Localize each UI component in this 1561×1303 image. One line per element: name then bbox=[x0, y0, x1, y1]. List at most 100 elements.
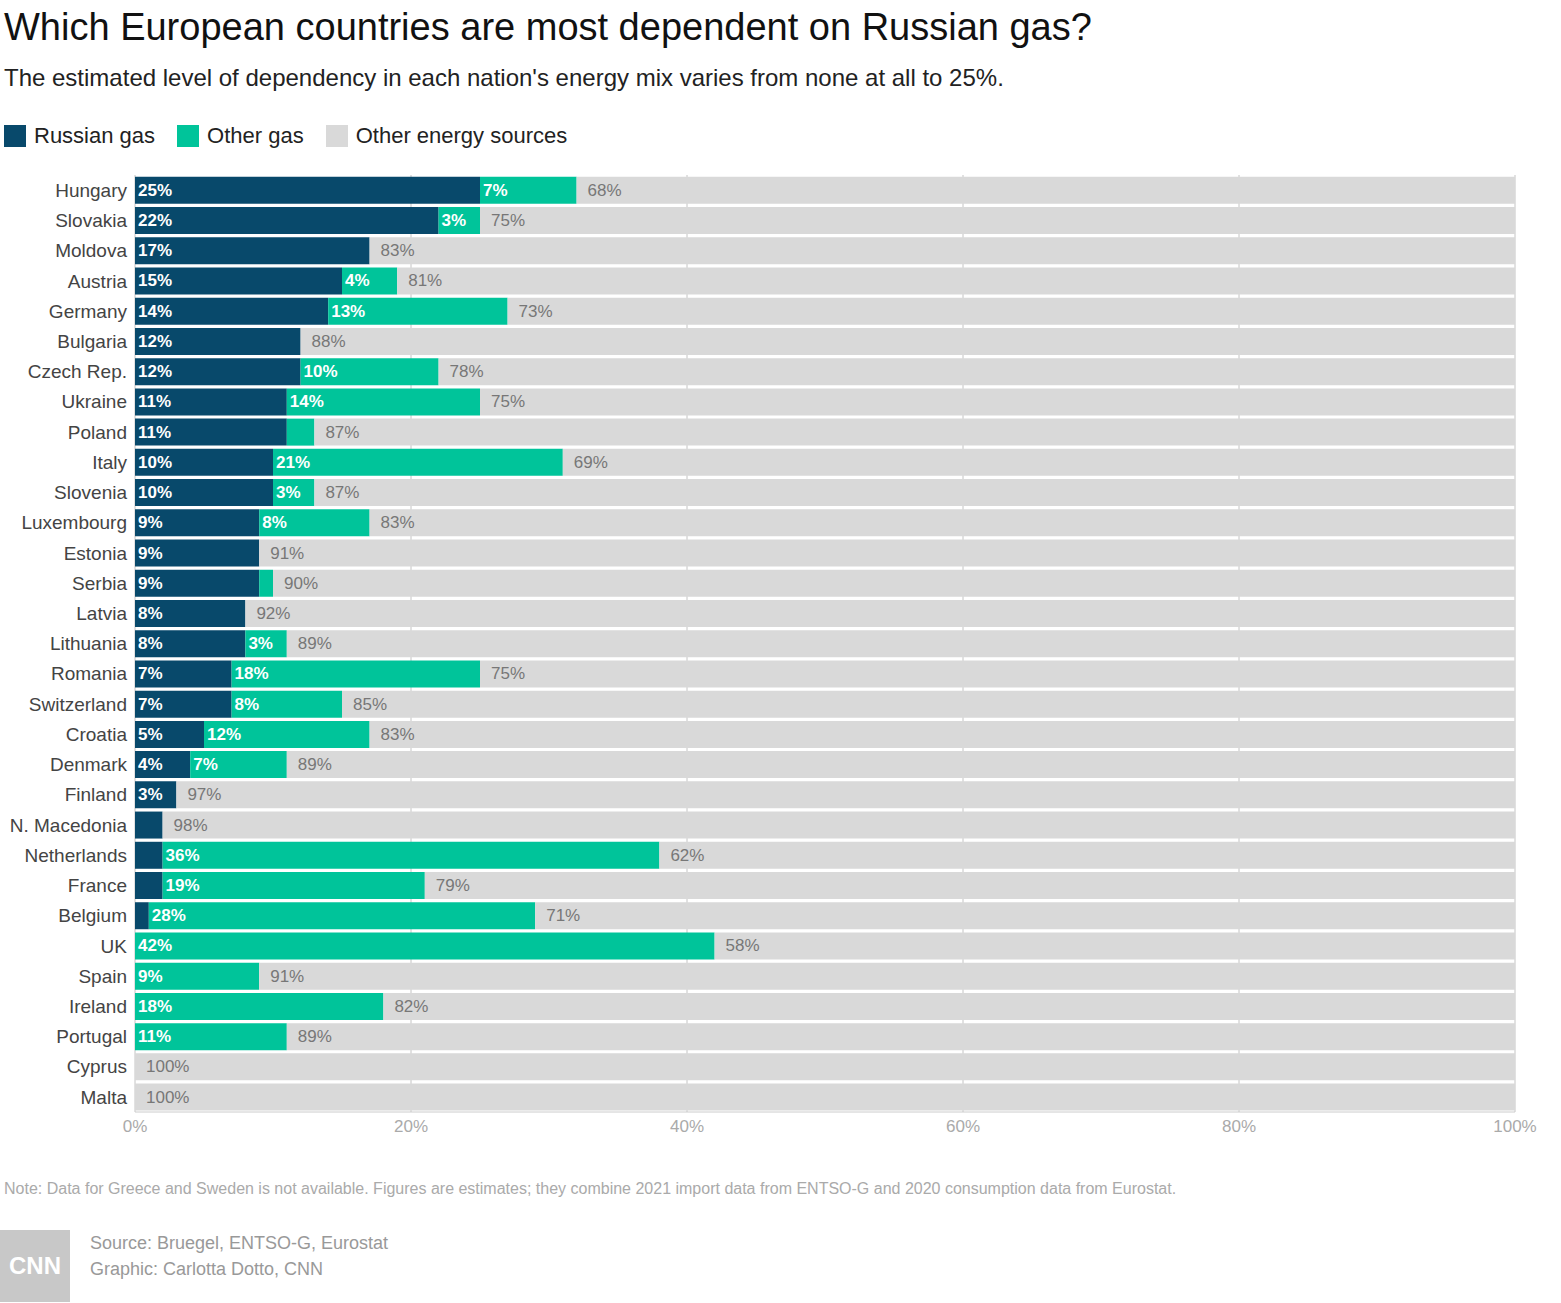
svg-text:28%: 28% bbox=[152, 906, 186, 925]
svg-text:3%: 3% bbox=[248, 634, 273, 653]
svg-text:10%: 10% bbox=[138, 453, 172, 472]
svg-text:40%: 40% bbox=[670, 1117, 704, 1136]
svg-text:36%: 36% bbox=[166, 846, 200, 865]
svg-text:Serbia: Serbia bbox=[72, 573, 127, 594]
svg-text:N. Macedonia: N. Macedonia bbox=[10, 815, 128, 836]
svg-text:91%: 91% bbox=[270, 967, 304, 986]
svg-text:3%: 3% bbox=[276, 483, 301, 502]
svg-text:10%: 10% bbox=[304, 362, 338, 381]
svg-text:89%: 89% bbox=[298, 755, 332, 774]
svg-text:Luxembourg: Luxembourg bbox=[21, 512, 127, 533]
svg-text:Germany: Germany bbox=[49, 301, 128, 322]
svg-text:Estonia: Estonia bbox=[64, 543, 128, 564]
svg-text:Czech Rep.: Czech Rep. bbox=[28, 361, 127, 382]
svg-text:71%: 71% bbox=[546, 906, 580, 925]
svg-text:Cyprus: Cyprus bbox=[67, 1056, 127, 1077]
svg-text:19%: 19% bbox=[166, 876, 200, 895]
svg-text:UK: UK bbox=[101, 936, 128, 957]
svg-text:13%: 13% bbox=[331, 302, 365, 321]
svg-text:Spain: Spain bbox=[78, 966, 127, 987]
svg-text:11%: 11% bbox=[138, 1027, 171, 1046]
svg-text:Malta: Malta bbox=[81, 1087, 128, 1108]
svg-text:60%: 60% bbox=[946, 1117, 980, 1136]
svg-text:Ireland: Ireland bbox=[69, 996, 127, 1017]
svg-text:11%: 11% bbox=[138, 392, 171, 411]
svg-text:7%: 7% bbox=[138, 695, 163, 714]
svg-text:21%: 21% bbox=[276, 453, 310, 472]
svg-text:42%: 42% bbox=[138, 936, 172, 955]
svg-text:Croatia: Croatia bbox=[66, 724, 128, 745]
svg-text:Finland: Finland bbox=[65, 784, 127, 805]
svg-text:Poland: Poland bbox=[68, 422, 127, 443]
svg-text:7%: 7% bbox=[193, 755, 218, 774]
svg-text:88%: 88% bbox=[312, 332, 346, 351]
svg-text:9%: 9% bbox=[138, 967, 163, 986]
svg-text:Ukraine: Ukraine bbox=[62, 391, 127, 412]
svg-text:78%: 78% bbox=[450, 362, 484, 381]
svg-text:Italy: Italy bbox=[92, 452, 127, 473]
svg-text:80%: 80% bbox=[1222, 1117, 1256, 1136]
svg-text:Austria: Austria bbox=[68, 271, 128, 292]
svg-text:73%: 73% bbox=[519, 302, 553, 321]
svg-text:Hungary: Hungary bbox=[55, 180, 127, 201]
svg-text:81%: 81% bbox=[408, 271, 442, 290]
svg-text:100%: 100% bbox=[1493, 1117, 1536, 1136]
svg-text:89%: 89% bbox=[298, 634, 332, 653]
svg-text:Slovenia: Slovenia bbox=[54, 482, 127, 503]
svg-text:Bulgaria: Bulgaria bbox=[57, 331, 127, 352]
svg-text:15%: 15% bbox=[138, 271, 172, 290]
svg-text:7%: 7% bbox=[138, 664, 163, 683]
svg-text:25%: 25% bbox=[138, 181, 172, 200]
svg-text:Portugal: Portugal bbox=[56, 1026, 127, 1047]
svg-text:8%: 8% bbox=[235, 695, 260, 714]
svg-text:8%: 8% bbox=[262, 513, 287, 532]
svg-text:9%: 9% bbox=[138, 574, 163, 593]
svg-text:12%: 12% bbox=[207, 725, 241, 744]
svg-text:7%: 7% bbox=[483, 181, 508, 200]
svg-text:5%: 5% bbox=[138, 725, 163, 744]
svg-text:14%: 14% bbox=[138, 302, 172, 321]
svg-text:Switzerland: Switzerland bbox=[29, 694, 127, 715]
svg-text:83%: 83% bbox=[381, 241, 415, 260]
svg-text:97%: 97% bbox=[187, 785, 221, 804]
svg-text:18%: 18% bbox=[138, 997, 172, 1016]
svg-text:9%: 9% bbox=[138, 544, 163, 563]
svg-text:82%: 82% bbox=[394, 997, 428, 1016]
svg-text:62%: 62% bbox=[670, 846, 704, 865]
svg-text:22%: 22% bbox=[138, 211, 172, 230]
svg-text:Slovakia: Slovakia bbox=[55, 210, 127, 231]
svg-text:87%: 87% bbox=[325, 423, 359, 442]
svg-text:20%: 20% bbox=[394, 1117, 428, 1136]
svg-text:8%: 8% bbox=[138, 604, 163, 623]
svg-text:11%: 11% bbox=[138, 423, 171, 442]
svg-text:89%: 89% bbox=[298, 1027, 332, 1046]
svg-text:Denmark: Denmark bbox=[50, 754, 128, 775]
svg-text:4%: 4% bbox=[138, 755, 163, 774]
svg-text:75%: 75% bbox=[491, 211, 525, 230]
svg-text:18%: 18% bbox=[235, 664, 269, 683]
svg-text:Latvia: Latvia bbox=[76, 603, 127, 624]
svg-text:Romania: Romania bbox=[51, 663, 127, 684]
svg-text:12%: 12% bbox=[138, 362, 172, 381]
svg-text:Moldova: Moldova bbox=[55, 240, 127, 261]
svg-text:100%: 100% bbox=[146, 1088, 189, 1107]
svg-text:79%: 79% bbox=[436, 876, 470, 895]
svg-text:8%: 8% bbox=[138, 634, 163, 653]
svg-text:83%: 83% bbox=[381, 725, 415, 744]
svg-text:4%: 4% bbox=[345, 271, 370, 290]
svg-text:Lithuania: Lithuania bbox=[50, 633, 128, 654]
svg-text:90%: 90% bbox=[284, 574, 318, 593]
svg-text:100%: 100% bbox=[146, 1057, 189, 1076]
svg-text:17%: 17% bbox=[138, 241, 172, 260]
svg-text:98%: 98% bbox=[174, 816, 208, 835]
svg-text:10%: 10% bbox=[138, 483, 172, 502]
svg-text:0%: 0% bbox=[123, 1117, 148, 1136]
svg-text:75%: 75% bbox=[491, 664, 525, 683]
svg-text:Belgium: Belgium bbox=[58, 905, 127, 926]
svg-text:87%: 87% bbox=[325, 483, 359, 502]
svg-text:3%: 3% bbox=[138, 785, 163, 804]
svg-text:France: France bbox=[68, 875, 127, 896]
svg-text:85%: 85% bbox=[353, 695, 387, 714]
svg-text:14%: 14% bbox=[290, 392, 324, 411]
svg-text:9%: 9% bbox=[138, 513, 163, 532]
